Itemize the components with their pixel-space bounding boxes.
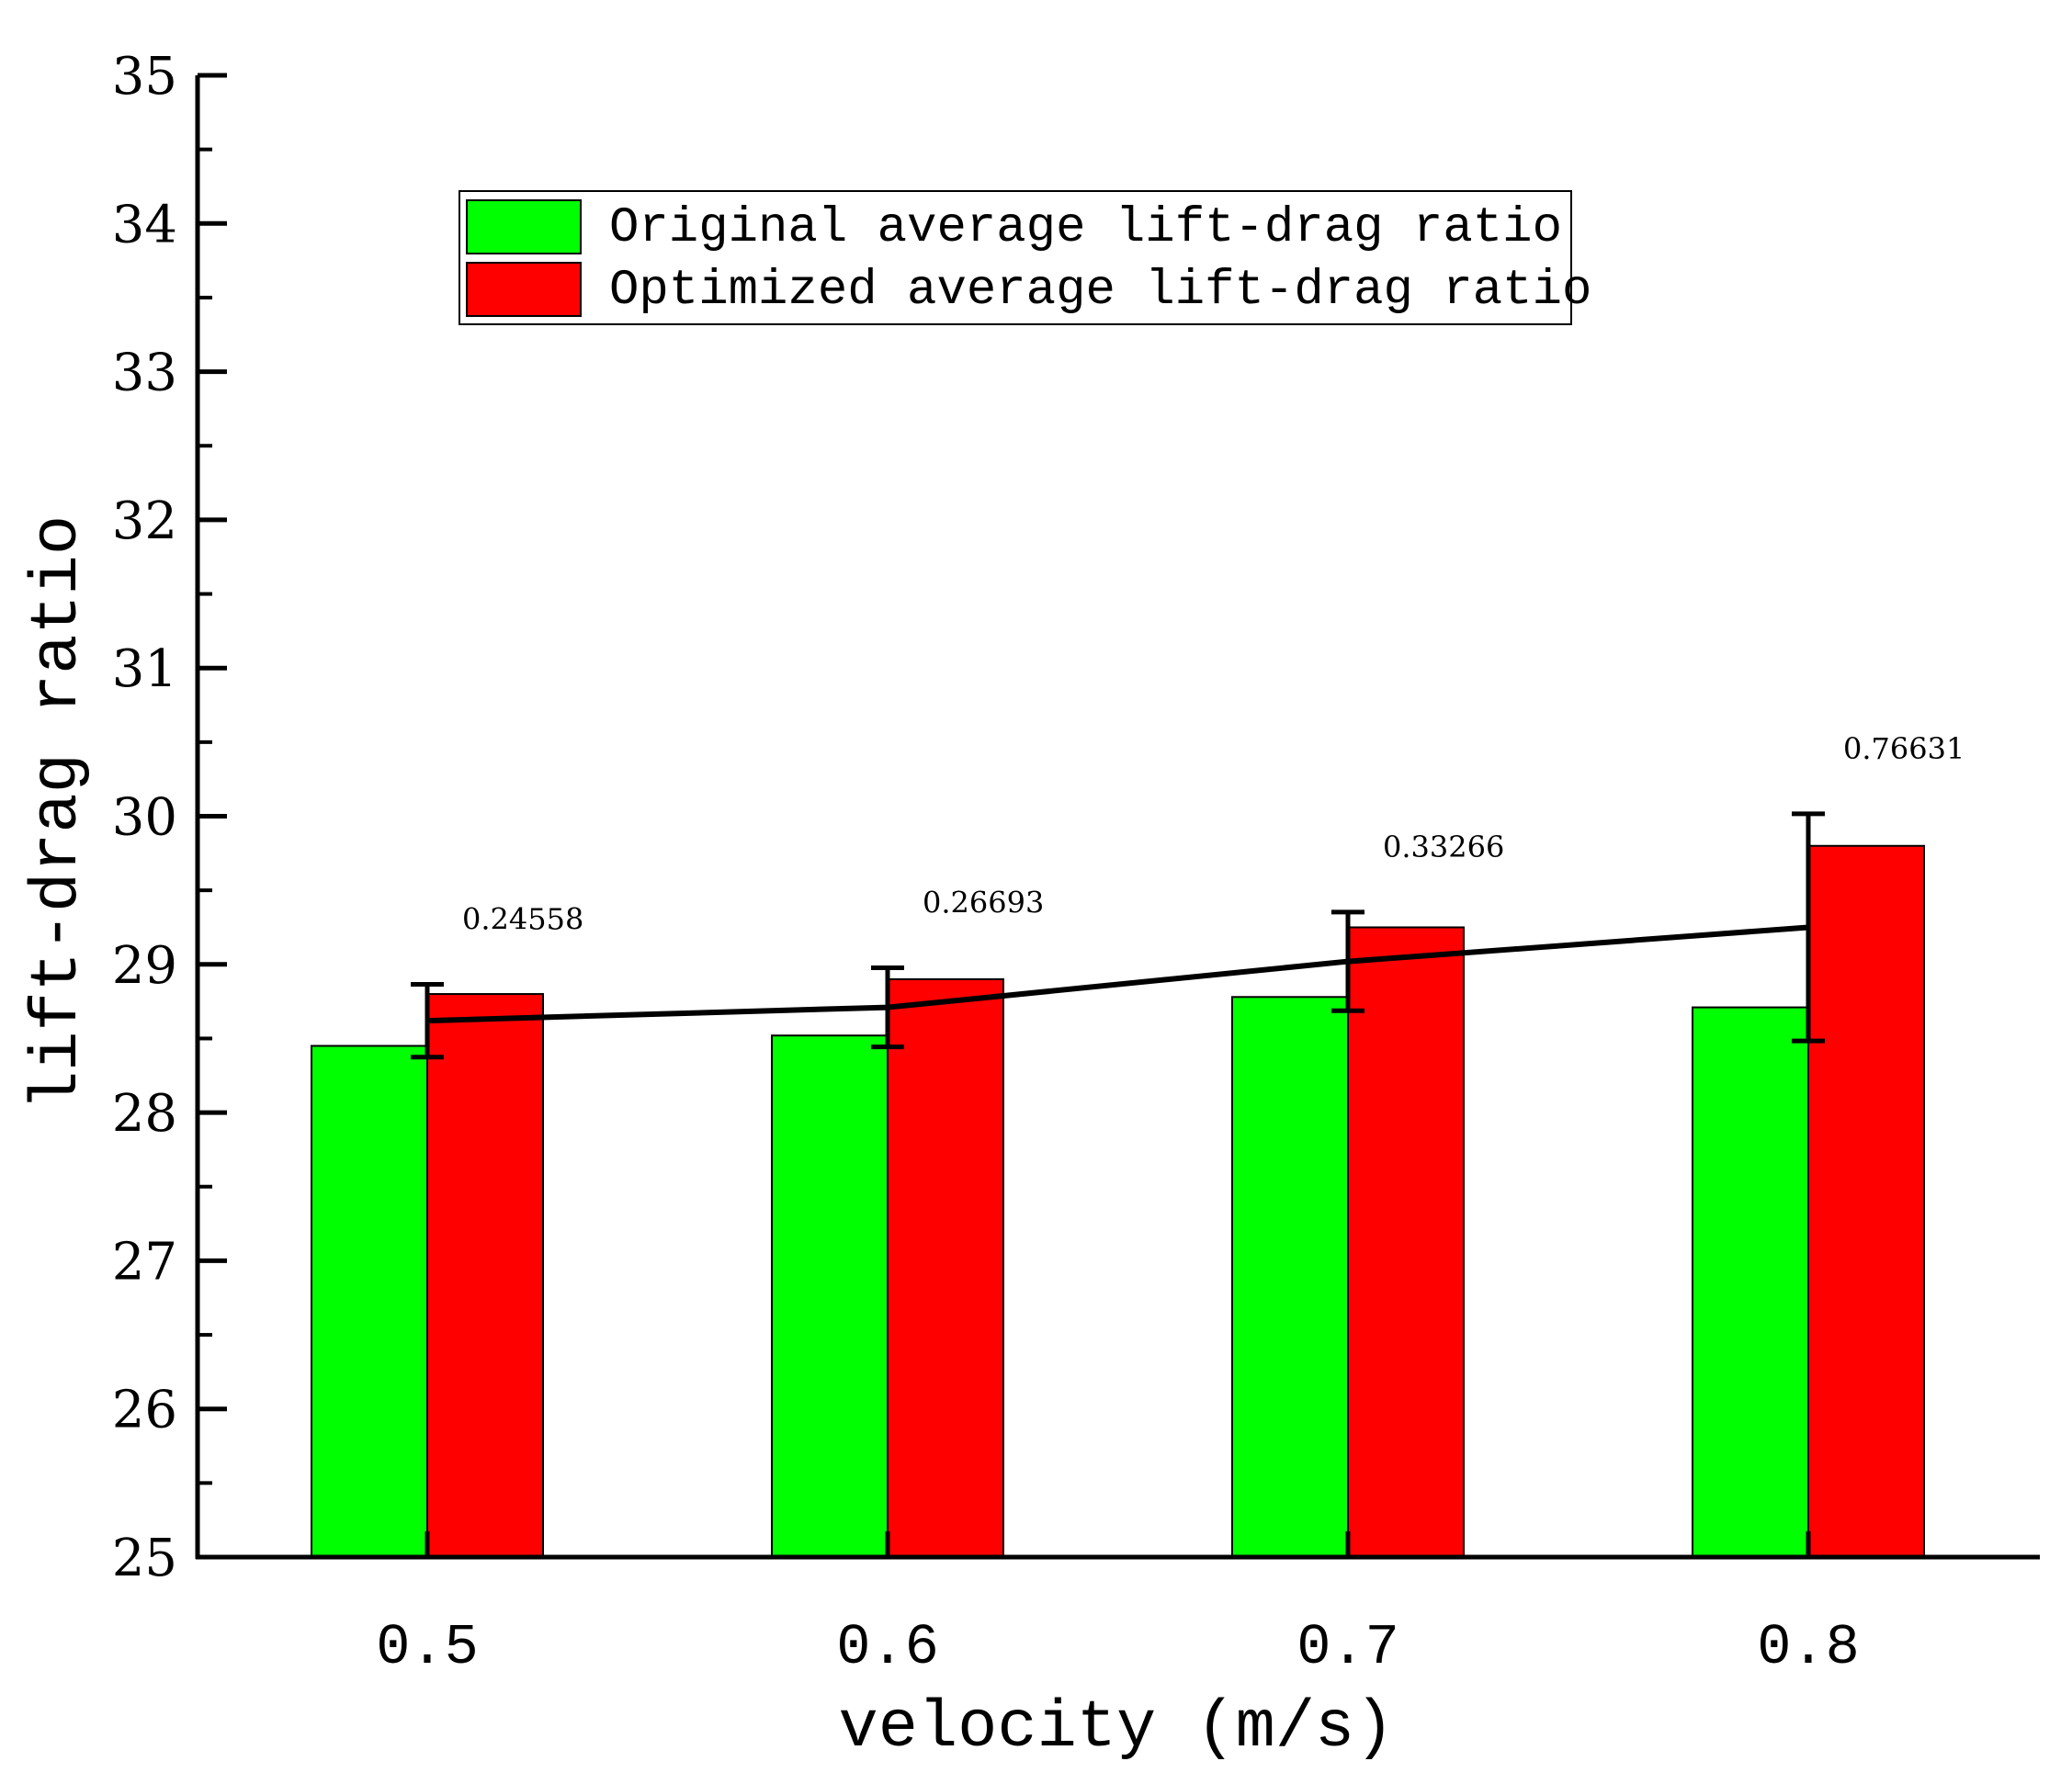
y-tick-label-34: 34 xyxy=(112,195,177,254)
y-tick-label-27: 27 xyxy=(112,1232,177,1292)
legend-label-0: Original average lift-drag ratio xyxy=(609,200,1562,256)
y-tick-label-30: 30 xyxy=(112,788,177,848)
labels-layer: 0.24558 0.26693 0.33266 0.76631 25 26 27 28 29 30… xyxy=(20,47,1964,1766)
optimized-bar-0.6 xyxy=(887,977,1004,1559)
y-tick-label-25: 25 xyxy=(112,1529,177,1588)
x-tick-label-0.7: 0.7 xyxy=(1296,1615,1399,1680)
x-tick-label-0.5: 0.5 xyxy=(376,1615,479,1680)
trend-line xyxy=(426,924,1809,1024)
y-tick-label-33: 33 xyxy=(112,344,177,403)
x-axis-title: velocity (m/s) xyxy=(839,1690,1395,1766)
y-tick-label-35: 35 xyxy=(112,47,177,107)
legend-box xyxy=(459,190,1572,325)
legend: Original average lift-drag ratio Optimize… xyxy=(459,190,1591,325)
y-tick-label-31: 31 xyxy=(112,639,177,699)
x-tick-label-0.8: 0.8 xyxy=(1757,1615,1860,1680)
error-label-0.8: 0.76631 xyxy=(1843,731,1964,766)
y-tick-label-26: 26 xyxy=(112,1381,177,1440)
legend-label-1: Optimized average lift-drag ratio xyxy=(609,263,1591,319)
y-tick-label-32: 32 xyxy=(112,491,177,551)
optimized-bar-0.5 xyxy=(426,993,544,1559)
bars-layer xyxy=(311,844,1925,1559)
optimized-bar-0.7 xyxy=(1347,926,1465,1558)
y-tick-label-28: 28 xyxy=(112,1084,177,1144)
original-bar-0.6 xyxy=(771,1034,889,1558)
original-bar-0.5 xyxy=(311,1044,428,1558)
axes-layer xyxy=(195,73,2040,1560)
error-label-0.6: 0.26693 xyxy=(923,886,1044,920)
y-tick-label-29: 29 xyxy=(112,936,177,996)
x-tick-label-0.6: 0.6 xyxy=(836,1615,939,1680)
legend-swatch-0 xyxy=(466,199,582,254)
error-bars-layer xyxy=(411,811,1825,1060)
error-label-0.5: 0.24558 xyxy=(462,901,583,936)
original-bar-0.8 xyxy=(1692,1006,1809,1558)
y-axis-title: lift-drag ratio xyxy=(20,515,96,1111)
original-bar-0.7 xyxy=(1231,996,1349,1558)
error-label-0.7: 0.33266 xyxy=(1383,830,1504,864)
trend-line-layer xyxy=(426,924,1809,1024)
optimized-bar-0.8 xyxy=(1807,844,1925,1558)
legend-swatch-1 xyxy=(466,262,582,317)
